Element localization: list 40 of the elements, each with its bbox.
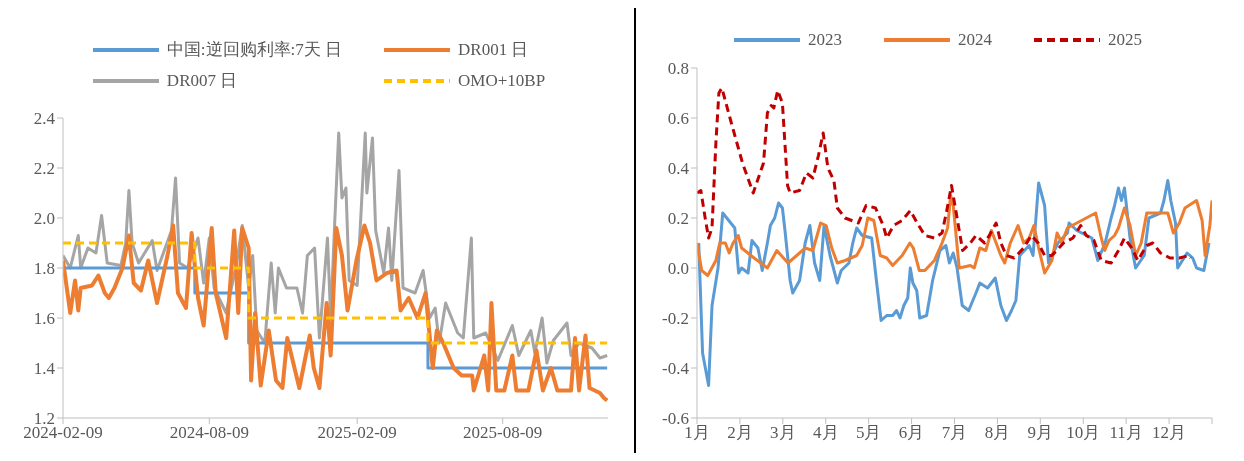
x-tick-label: 2024-02-09	[23, 423, 103, 443]
legend-label: 中国:逆回购利率:7天 日	[166, 39, 343, 61]
x-tick-label: 2月	[727, 423, 753, 443]
legend-label: DR001 日	[458, 39, 529, 61]
y-tick-label: 1.8	[33, 259, 55, 279]
x-tick-label: 2025-02-09	[317, 423, 397, 443]
y-tick-label: -0.2	[662, 309, 689, 329]
line-series	[697, 179, 1211, 387]
y-tick-label: 0.0	[667, 259, 689, 279]
y-tick-label: 2.2	[33, 159, 55, 179]
y-tick-label: 2.4	[33, 109, 56, 129]
legend-label: 2025	[1108, 30, 1142, 50]
y-tick-label: 1.4	[33, 359, 56, 379]
y-tick-label: -0.4	[662, 359, 690, 379]
y-tick-label: 0.4	[667, 159, 690, 179]
x-tick-label: 3月	[770, 423, 796, 443]
y-tick-label: 0.8	[667, 59, 689, 79]
x-tick-label: 5月	[855, 423, 882, 443]
x-tick-label: 10月	[1066, 423, 1101, 443]
x-tick-label: 9月	[1027, 423, 1054, 443]
x-tick-label: 12月	[1152, 423, 1187, 443]
x-tick-label: 11月	[1109, 423, 1143, 443]
legend-label: OMO+10BP	[458, 70, 546, 91]
legend-label: 2024	[958, 30, 992, 50]
line-series	[63, 223, 608, 403]
line-series	[697, 194, 1212, 277]
x-tick-label: 1月	[684, 423, 710, 443]
x-tick-label: 2024-08-09	[169, 423, 249, 443]
y-tick-label: 2.0	[33, 209, 55, 229]
x-tick-label: 4月	[813, 423, 839, 443]
legend-label: 2023	[808, 30, 842, 50]
x-tick-label: 7月	[941, 423, 968, 443]
y-tick-label: 1.6	[33, 309, 55, 329]
y-tick-label: 0.2	[667, 209, 689, 229]
line-series	[697, 86, 1193, 265]
y-tick-label: 0.6	[667, 109, 689, 129]
x-tick-label: 6月	[898, 423, 925, 443]
legend-label: DR007 日	[166, 70, 238, 92]
x-tick-label: 2025-08-09	[463, 423, 543, 443]
x-tick-label: 8月	[984, 423, 1011, 443]
